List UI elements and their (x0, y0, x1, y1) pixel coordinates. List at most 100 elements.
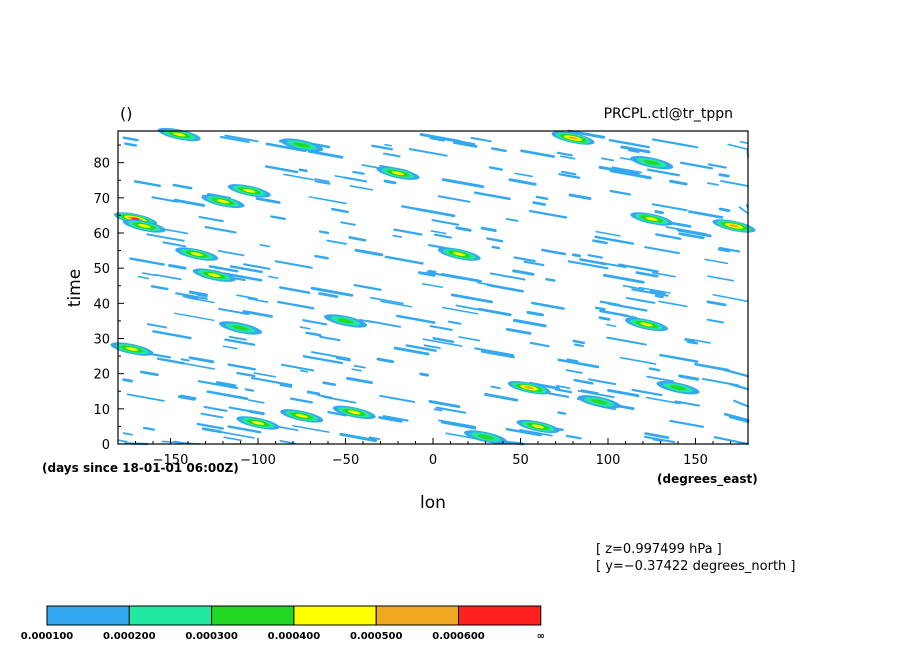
shading-streak (651, 203, 688, 212)
shading-streak (560, 170, 577, 176)
y-tick-label: 60 (93, 227, 110, 242)
plot-frame (117, 130, 749, 445)
shading-streak (588, 378, 617, 386)
shading-streak (625, 296, 656, 304)
precipitation-shading (110, 127, 756, 446)
shading-streak (322, 381, 337, 387)
shading-streak (674, 400, 701, 407)
shading-streak (353, 364, 366, 369)
shading-streak (302, 319, 328, 326)
shading-streak (330, 207, 349, 214)
shading-streak (305, 331, 322, 337)
shading-streak (172, 183, 193, 190)
shading-streak (738, 206, 749, 215)
shading-streak (401, 205, 442, 215)
colorbar-label: 0.000500 (350, 631, 403, 642)
shading-streak (384, 143, 393, 147)
shading-streak (227, 363, 256, 371)
shading-streak (432, 337, 455, 343)
shading-streak (559, 155, 576, 160)
shading-streak (490, 385, 501, 390)
shading-streak (146, 323, 168, 329)
shading-streak (405, 344, 437, 352)
shading-streak (137, 275, 150, 280)
shading-streak (353, 283, 382, 291)
shading-streak (151, 196, 178, 203)
shading-streak (267, 275, 279, 279)
shading-streak (567, 129, 606, 139)
shading-streak (733, 399, 750, 408)
shading-streak (310, 351, 351, 360)
shading-streak (635, 271, 659, 278)
shading-feature (643, 160, 660, 166)
shading-streak (382, 152, 401, 158)
shading-streak (514, 172, 533, 178)
shading-streak (228, 335, 247, 341)
shading-streak (299, 326, 311, 330)
colorbar-swatch (46, 605, 130, 626)
shading-streak (686, 340, 699, 345)
shading-streak (706, 300, 727, 307)
shading-streak (174, 312, 215, 322)
shading-streak (528, 209, 568, 219)
shading-streak (679, 161, 714, 170)
shading-streak (606, 336, 647, 346)
shading-streak (606, 323, 617, 328)
shading-feature (391, 171, 405, 176)
shading-streak (156, 357, 186, 365)
info-line-z: [ z=0.997499 hPa ] (596, 542, 722, 557)
shading-streak (368, 436, 381, 440)
shading-streak (455, 304, 481, 311)
shading-streak (215, 381, 237, 388)
shading-streak (654, 294, 664, 299)
shading-streak (598, 316, 611, 321)
shading-feature (138, 224, 151, 228)
x-axis-unit: (degrees_east) (657, 472, 758, 487)
shading-streak (270, 215, 286, 221)
shading-streak (480, 226, 497, 232)
shading-streak (150, 285, 169, 291)
shading-streak (300, 369, 309, 373)
shading-streak (247, 399, 265, 404)
shading-streak (223, 272, 263, 282)
shading-streak (162, 241, 187, 248)
shading-streak (224, 134, 259, 143)
shading-streak (620, 145, 651, 154)
shading-streak (343, 176, 368, 183)
shading-streak (718, 246, 741, 253)
shading-streak (558, 173, 581, 179)
shading-streak (669, 179, 688, 186)
shading-streak (318, 292, 339, 299)
shading-streak (607, 388, 640, 398)
shading-streak (513, 256, 536, 263)
shading-streak (718, 173, 730, 178)
shading-streak (727, 143, 749, 151)
shading-streak (423, 344, 441, 350)
y-tick-label: 70 (93, 192, 110, 207)
shading-streak (678, 232, 705, 240)
shading-streak (707, 275, 735, 282)
shading-feature (232, 325, 249, 331)
shading-streak (592, 239, 608, 245)
shading-streak (431, 219, 460, 226)
shading-streak (572, 339, 585, 345)
x-tick-label: 100 (596, 453, 621, 468)
shading-streak (421, 282, 443, 288)
shading-streak (718, 207, 731, 212)
x-axis-title: lon (420, 493, 446, 513)
shading-streak (508, 178, 537, 186)
shading-feature (477, 434, 494, 440)
shading-streak (129, 257, 165, 266)
shading-streak (594, 235, 634, 245)
shading-streak (450, 293, 493, 304)
shading-streak (669, 419, 705, 428)
shading-streak (352, 170, 365, 175)
colorbar-swatch (211, 605, 295, 626)
shading-streak (646, 168, 680, 177)
shading-streak (396, 314, 436, 324)
shading-streak (658, 300, 688, 308)
shading-streak (220, 431, 255, 439)
shading-streak (659, 353, 699, 363)
shading-streak (608, 138, 650, 149)
shading-feature (453, 252, 466, 257)
